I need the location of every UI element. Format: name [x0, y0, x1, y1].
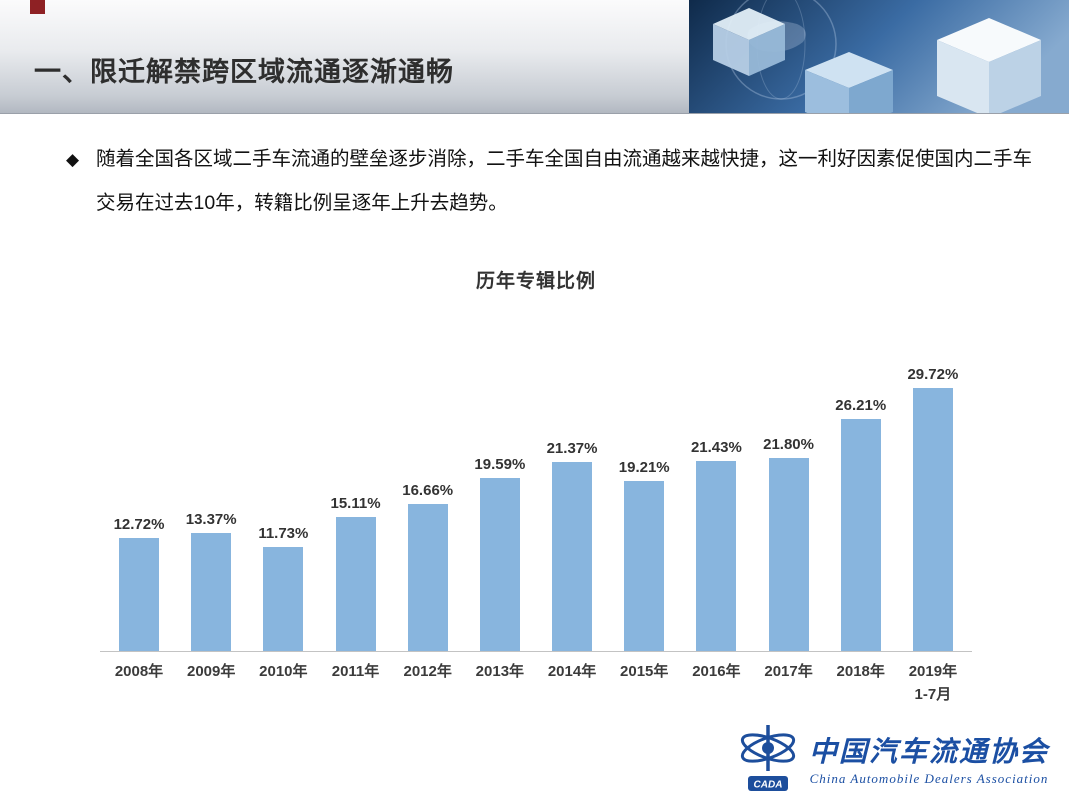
bar-value-label: 15.11% [330, 495, 381, 512]
cada-logo-text: 中国汽车流通协会 China Automobile Dealers Associ… [809, 730, 1049, 787]
bullet-text: 随着全国各区域二手车流通的壁垒逐步消除，二手车全国自由流通越来越快捷，这一利好因… [96, 148, 1033, 214]
bar-chart: 历年专辑比例 12.72% 13.37% 11.73% 15.11% 16.66% 19.… [100, 266, 972, 706]
bar-value-label: 19.21% [618, 459, 670, 476]
bar [624, 481, 665, 651]
bar [840, 419, 881, 651]
header-band: 一、限迁解禁跨区域流通逐渐通畅 [0, 0, 1069, 114]
bullet-paragraph: ◆ 随着全国各区域二手车流通的壁垒逐步消除，二手车全国自由流通越来越快捷，这一利… [66, 138, 1036, 226]
cada-logo-emblem: CADA [740, 725, 796, 791]
bar [768, 458, 809, 651]
cada-name-en: China Automobile Dealers Association [809, 770, 1049, 786]
bar [263, 547, 304, 651]
bar-value-label: 21.80% [763, 436, 814, 453]
cada-emblem-text: CADA [754, 780, 783, 791]
bar [335, 517, 376, 651]
x-axis-label: 2011年 [331, 663, 380, 680]
bar [912, 388, 953, 651]
bar-value-label: 12.72% [113, 516, 165, 533]
x-axis-label: 2009年 [186, 663, 236, 680]
bar [407, 504, 448, 651]
chart-column: 29.72% [900, 366, 966, 651]
x-axis-label: 2018年 [836, 663, 885, 680]
chart-column: 21.37% [539, 440, 605, 651]
page-title: 一、限迁解禁跨区域流通逐渐通畅 [34, 57, 454, 87]
x-axis-label: 2008年 [114, 663, 164, 680]
bar [119, 538, 159, 651]
cada-logo: CADA 中国汽车流通协会 China Automobile Dealers A… [735, 722, 1049, 794]
chart-xaxis: 2008年 2009年 2010年 2011年 2012年 2013年 2014年 2015年… [100, 652, 972, 706]
chart-title: 历年专辑比例 [475, 271, 596, 292]
bar [479, 478, 520, 651]
bar-value-label: 29.72% [907, 366, 959, 383]
x-axis-label: 2010年 [259, 663, 308, 680]
chart-column: 21.80% [756, 436, 822, 651]
chart-column: 19.21% [611, 459, 677, 651]
chart-column: 13.37% [178, 511, 244, 651]
chart-column: 26.21% [828, 397, 894, 651]
chart-column: 11.73% [250, 525, 316, 651]
chart-plot: 12.72% 13.37% 11.73% 15.11% 16.66% 19.59% 21.3… [100, 351, 972, 652]
chart-column: 21.43% [683, 439, 749, 651]
bar [191, 533, 232, 651]
bar-value-label: 26.21% [835, 397, 887, 414]
bar-value-label: 11.73% [258, 525, 309, 542]
x-axis-label: 2017年 [764, 663, 813, 680]
chart-column: 16.66% [395, 482, 461, 651]
chart-column: 19.59% [467, 456, 533, 651]
chart-column: 15.11% [323, 495, 389, 651]
cada-name-cn: 中国汽车流通协会 [808, 736, 1049, 768]
red-accent-square [30, 0, 45, 14]
bar-value-label: 21.37% [546, 440, 598, 457]
chart-column: 12.72% [106, 516, 172, 651]
bar-value-label: 21.43% [690, 439, 742, 456]
x-axis-label: 2012年 [403, 663, 452, 680]
x-axis-label: 2015年 [620, 663, 669, 680]
x-axis-label: 2013年 [475, 663, 525, 680]
x-axis-label: 2014年 [547, 663, 597, 680]
diamond-bullet-icon: ◆ [66, 150, 80, 169]
bar [696, 461, 737, 651]
x-axis-label: 2016年 [692, 663, 741, 680]
boxes-graphic [689, 0, 1069, 113]
bar-value-label: 13.37% [185, 511, 237, 528]
bar-value-label: 19.59% [474, 456, 526, 473]
bar-value-label: 16.66% [402, 482, 454, 499]
x-axis-label: 2019年 1-7月 [908, 663, 958, 703]
bar [552, 462, 593, 651]
